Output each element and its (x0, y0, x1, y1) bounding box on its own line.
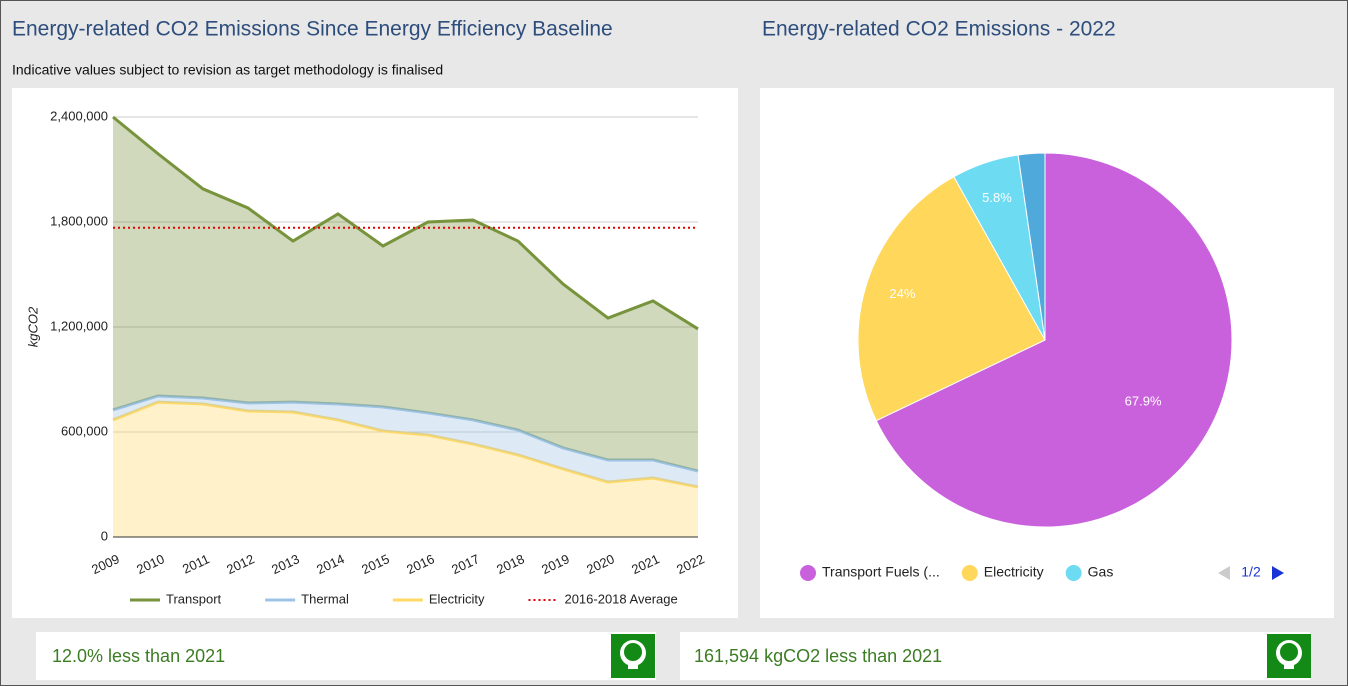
area-band (113, 395, 698, 487)
area-band (113, 117, 698, 472)
stat-text: 161,594 kgCO2 less than 2021 (694, 646, 942, 666)
left-panel (12, 88, 738, 618)
legend-label: 2016-2018 Average (564, 591, 677, 606)
legend-label: Electricity (429, 591, 485, 606)
y-tick-label: 1,200,000 (50, 318, 108, 333)
area-line (112, 400, 699, 489)
stat-card (680, 632, 1310, 680)
y-tick-label: 1,800,000 (50, 213, 108, 228)
legend-label: Electricity (984, 564, 1044, 580)
y-tick-label: 2,400,000 (50, 108, 108, 123)
stat-text: 12.0% less than 2021 (52, 646, 225, 666)
legend-swatch (961, 565, 978, 581)
legend-label: Gas (1088, 564, 1114, 580)
pager-prev[interactable] (1218, 566, 1230, 580)
pie-slice (857, 176, 1046, 422)
pie-slice (1017, 152, 1046, 341)
area-band (113, 402, 698, 537)
legend-label: Transport Fuels (... (822, 564, 940, 580)
chart-title: Energy-related CO2 Emissions Since Energ… (12, 18, 613, 41)
chart-title: Energy-related CO2 Emissions - 2022 (762, 18, 1116, 41)
legend-label: Transport (166, 591, 222, 606)
slice-label: 5.8% (982, 190, 1012, 205)
chart-subtitle: Indicative values subject to revision as… (12, 62, 443, 78)
area-line (112, 394, 699, 473)
bulb-icon (1267, 634, 1311, 678)
legend-swatch (1065, 565, 1082, 581)
slice-label: 24% (889, 286, 915, 301)
pie-slice (875, 152, 1233, 528)
legend-swatch (800, 565, 816, 581)
y-tick-label: 0 (101, 528, 108, 543)
stat-card (36, 632, 656, 680)
pager-next[interactable] (1272, 566, 1284, 580)
y-axis-label: kgCO2 (25, 306, 40, 347)
bulb-icon (611, 634, 655, 678)
y-tick-label: 600,000 (61, 423, 108, 438)
legend-label: Thermal (301, 591, 349, 606)
area-line (112, 115, 699, 331)
slice-label: 67.9% (1125, 393, 1162, 408)
legend-pager: 1/2 (1241, 564, 1261, 580)
